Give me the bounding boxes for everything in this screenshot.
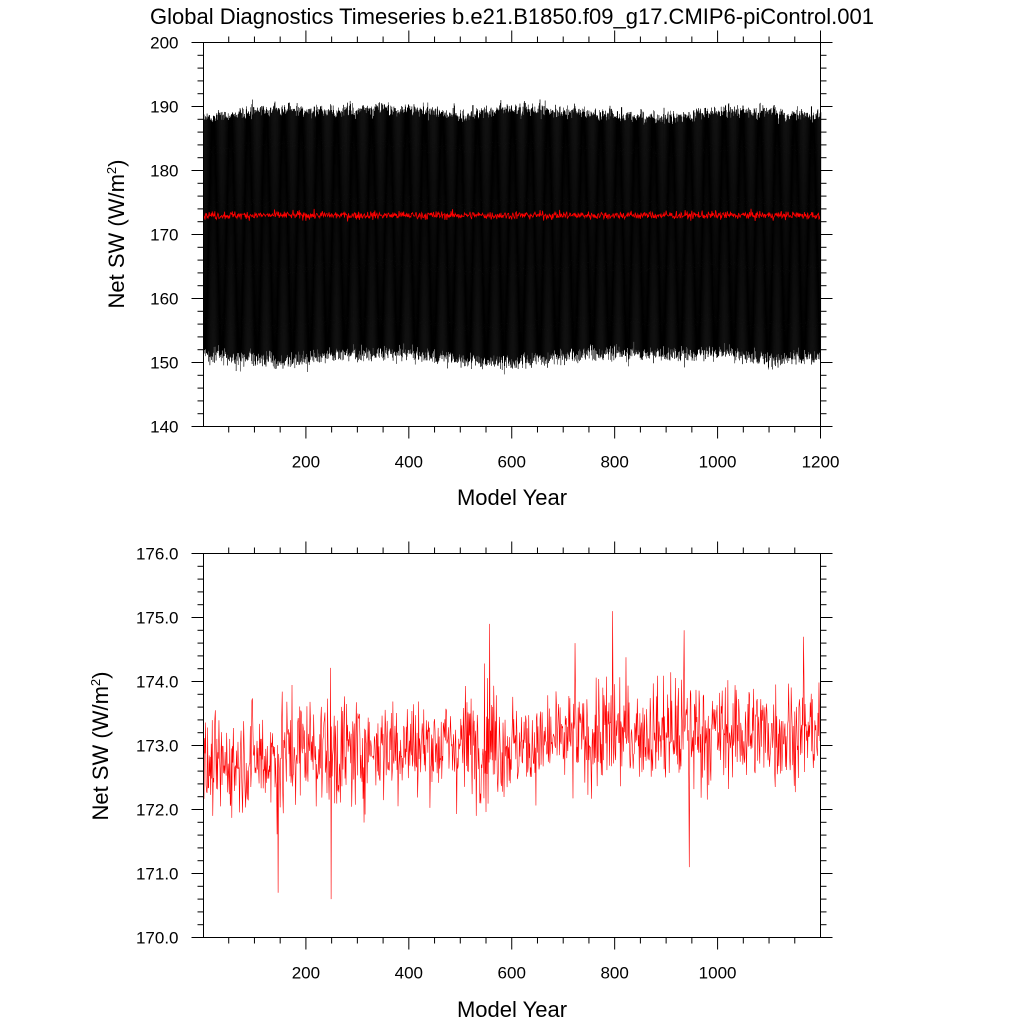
chart-panel-annual: 200 400 600 800 1000 170.0 171.0 172.0 173.0 174… (88, 541, 833, 1022)
x-tick-label: 600 (498, 453, 526, 472)
x-axis-label-monthly: Model Year (457, 485, 567, 510)
x-tick-label: 600 (498, 964, 526, 983)
x-tick-label: 1000 (699, 453, 737, 472)
x-tick-label: 400 (395, 964, 423, 983)
y-axis-label-annual-sup: 2 (88, 679, 103, 686)
x-tick-label: 1000 (699, 964, 737, 983)
y-tick-label: 200 (150, 34, 178, 53)
y-tick-label: 170 (150, 226, 178, 245)
x-tick-labels-monthly: 200 400 600 800 1000 1200 (292, 453, 840, 472)
y-tick-label: 173.0 (136, 737, 179, 756)
y-tick-label: 171.0 (136, 865, 179, 884)
y-axis-label-monthly: Net SW (W/m2) (104, 160, 129, 309)
y-axis-label-monthly-close: ) (104, 160, 129, 167)
y-tick-labels-annual: 170.0 171.0 172.0 173.0 174.0 175.0 176.0 (136, 545, 179, 948)
y-tick-label: 160 (150, 290, 178, 309)
y-axis-label-monthly-sup: 2 (104, 167, 119, 174)
y-tick-label: 175.0 (136, 609, 179, 628)
plot-area-monthly (203, 99, 822, 375)
y-tick-label: 140 (150, 418, 178, 437)
x-tick-label: 800 (600, 453, 628, 472)
x-tick-labels-annual: 200 400 600 800 1000 (292, 964, 737, 983)
y-tick-label: 180 (150, 162, 178, 181)
x-axis-label-annual: Model Year (457, 997, 567, 1022)
y-axis-label-annual: Net SW (W/m2) (88, 672, 113, 821)
series-annual-line (203, 611, 821, 900)
y-tick-label: 150 (150, 354, 178, 373)
series-annual-line-top (203, 208, 821, 222)
y-tick-labels-monthly: 140 150 160 170 180 190 200 (150, 34, 178, 437)
y-tick-label: 190 (150, 98, 178, 117)
axis-ticks-monthly (191, 30, 833, 439)
plot-area-annual (203, 611, 821, 900)
y-tick-label: 170.0 (136, 929, 179, 948)
x-tick-label: 1200 (802, 453, 840, 472)
y-axis-label-annual-main: Net SW (W/m (88, 686, 113, 820)
figure-title: Global Diagnostics Timeseries b.e21.B185… (150, 4, 874, 29)
y-tick-label: 172.0 (136, 801, 179, 820)
series-monthly-line (203, 99, 822, 375)
y-axis-label-monthly-main: Net SW (W/m (104, 174, 129, 308)
chart-panel-monthly: 200 400 600 800 1000 1200 140 150 160 170 180 190 2… (104, 30, 840, 510)
x-tick-label: 200 (292, 964, 320, 983)
x-tick-label: 400 (395, 453, 423, 472)
y-axis-label-annual-close: ) (88, 672, 113, 679)
y-tick-label: 174.0 (136, 673, 179, 692)
x-tick-label: 800 (600, 964, 628, 983)
axis-ticks-annual (191, 541, 833, 950)
x-tick-label: 200 (292, 453, 320, 472)
y-tick-label: 176.0 (136, 545, 179, 564)
